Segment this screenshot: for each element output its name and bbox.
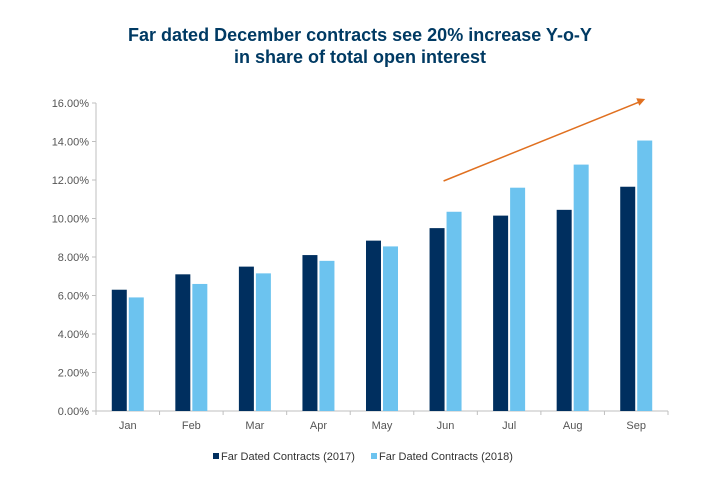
x-tick-label: May	[372, 420, 393, 432]
y-tick-label: 10.00%	[52, 214, 90, 226]
x-tick-label: Sep	[626, 420, 646, 432]
bar-2017-jan	[111, 289, 127, 411]
y-tick-label: 4.00%	[58, 329, 89, 341]
bar-2017-apr	[302, 255, 318, 411]
x-tick-label: Aug	[563, 420, 583, 432]
y-tick-label: 16.00%	[52, 98, 90, 110]
legend-swatch-2018	[371, 453, 377, 459]
chart-title: Far dated December contracts see 20% inc…	[0, 24, 720, 68]
bar-2017-jul	[493, 215, 509, 411]
x-tick-label: Apr	[310, 420, 327, 432]
x-tick-label: Feb	[182, 420, 201, 432]
chart-title-line-2: in share of total open interest	[233, 47, 487, 67]
bar-2017-sep	[620, 186, 636, 411]
bar-2018-may	[383, 246, 398, 411]
bar-2018-jun	[446, 211, 462, 411]
legend-swatch-2017	[213, 453, 219, 459]
y-tick-label: 12.00%	[52, 175, 90, 187]
y-tick-label: 2.00%	[58, 368, 89, 380]
chart-title-line-1: Far dated December contracts see 20% inc…	[128, 25, 592, 45]
bar-2018-apr	[319, 260, 335, 411]
y-tick-label: 6.00%	[58, 291, 89, 303]
bar-2017-mar	[238, 266, 254, 411]
bar-2018-mar	[255, 273, 271, 411]
x-tick-label: Jan	[119, 420, 137, 432]
bar-2018-jul	[510, 187, 526, 411]
bar-2017-jun	[429, 228, 445, 411]
bar-2017-aug	[556, 209, 572, 411]
x-tick-label: Mar	[245, 420, 264, 432]
y-tick-label: 14.00%	[52, 137, 90, 149]
bar-2018-jan	[128, 297, 144, 411]
bar-2017-may	[366, 240, 381, 411]
bar-2017-feb	[175, 274, 191, 411]
bar-2018-feb	[192, 283, 208, 411]
y-tick-label: 0.00%	[58, 406, 89, 418]
x-tick-label: Jul	[502, 420, 516, 432]
bar-2018-sep	[637, 140, 653, 411]
bar-2018-aug	[573, 164, 589, 411]
trend-arrow-line	[443, 101, 640, 182]
x-tick-label: Jun	[437, 420, 455, 432]
y-tick-label: 8.00%	[58, 252, 89, 264]
legend-label-2018: Far Dated Contracts (2018)	[379, 451, 513, 463]
legend-label-2017: Far Dated Contracts (2017)	[221, 451, 355, 463]
trend-arrow-head-icon	[636, 98, 646, 106]
